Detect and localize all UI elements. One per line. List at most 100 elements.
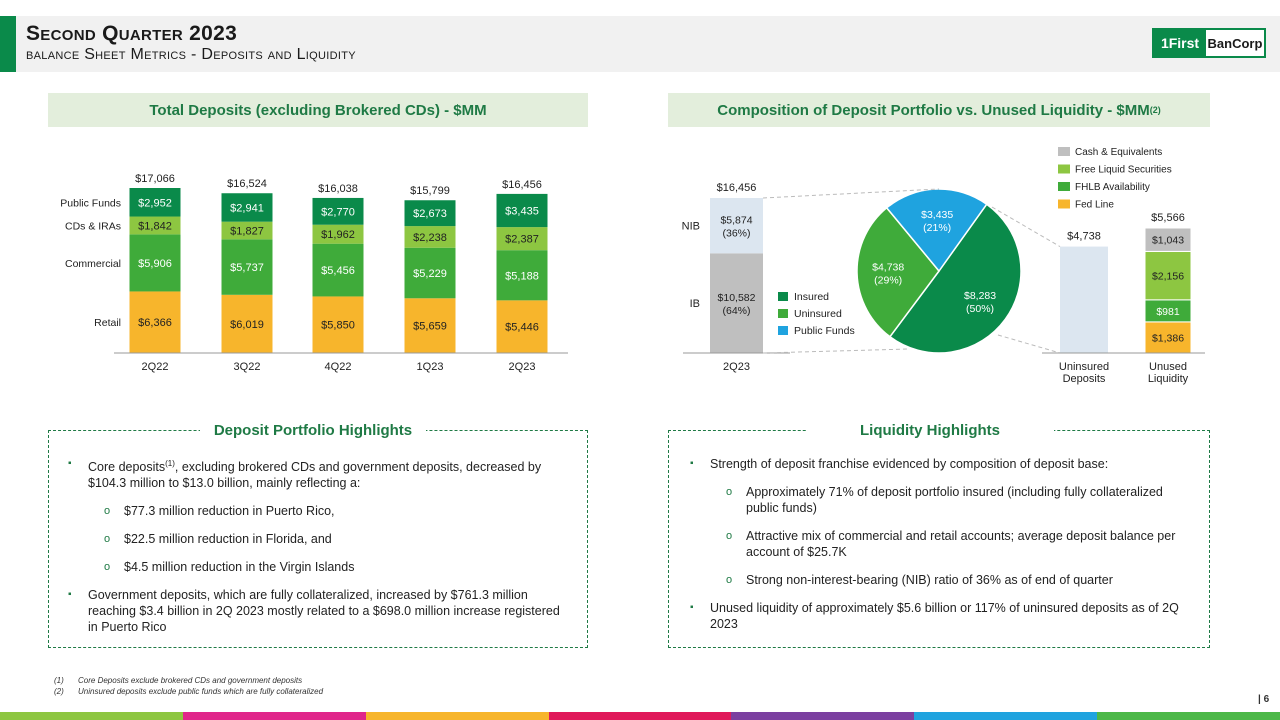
page-number: | 6 xyxy=(1258,694,1270,705)
bar-value-label: $1,842 xyxy=(138,220,172,232)
bar-public-funds-3Q22 xyxy=(221,193,273,222)
bar-commercial-2Q22 xyxy=(129,234,181,292)
series-label: Retail xyxy=(94,317,121,329)
legend-label: Uninsured xyxy=(794,308,842,320)
connector-line xyxy=(762,188,940,199)
connector-line xyxy=(997,334,1061,354)
right-chart-title: Composition of Deposit Portfolio vs. Unu… xyxy=(668,93,1210,127)
bullet-square-icon: ▪ xyxy=(68,458,72,469)
page-subtitle: balance Sheet Metrics - Deposits and Liq… xyxy=(26,46,356,63)
pie-pct-label: (21%) xyxy=(923,222,951,234)
x-tick-label: 2Q23 xyxy=(509,361,536,373)
legend-label: Insured xyxy=(794,291,829,303)
x-tick-label: 4Q22 xyxy=(325,361,352,373)
bullet-square-icon: ▪ xyxy=(68,589,72,601)
bar-pct-label: (36%) xyxy=(722,228,750,240)
pie-value-label: $4,738 xyxy=(872,261,904,273)
bar-value-label: $1,386 xyxy=(1152,332,1184,344)
liquidity-sub-mix: o Attractive mix of commercial and retai… xyxy=(686,528,1192,560)
x-tick-label: Liquidity xyxy=(1148,373,1189,385)
connector-line xyxy=(991,206,1061,248)
connector-line xyxy=(762,348,910,354)
bar-value-label: $2,156 xyxy=(1152,271,1184,283)
series-label: NIB xyxy=(682,221,700,233)
bar-commercial-1Q23 xyxy=(404,247,456,299)
liquidity-bullet-strength: ▪ Strength of deposit franchise evidence… xyxy=(686,456,1192,472)
deposit-bullet-government: ▪ Government deposits, which are fully c… xyxy=(64,587,564,635)
header-accent-bar xyxy=(0,16,16,72)
bar-uninsured-deposits xyxy=(1060,246,1108,353)
legend-swatch xyxy=(778,326,788,335)
bar-public-funds-1Q23 xyxy=(404,200,456,227)
footer-segment-1 xyxy=(182,712,366,720)
pie-slice-public-funds xyxy=(885,188,988,273)
deposit-composition-chart: $10,582(64%) IB $5,874(36%) NIB $16,456 2Q23 $… xyxy=(682,147,1205,385)
sub-text: Strong non-interest-bearing (NIB) ratio … xyxy=(746,573,1113,587)
bullet-circle-icon: o xyxy=(726,486,733,498)
footnotes: (1) Core Deposits exclude brokered CDs an… xyxy=(54,675,323,697)
bullet-square-icon: ▪ xyxy=(690,458,694,469)
legend-label: Public Funds xyxy=(794,325,855,337)
header-band xyxy=(0,16,1280,72)
bar-retail-4Q22 xyxy=(312,296,364,353)
x-tick-label: 2Q23 xyxy=(723,361,750,373)
bullet-text: Core deposits xyxy=(88,460,166,475)
bar-value-label: $2,941 xyxy=(230,202,264,214)
footnote-ref: (1) xyxy=(165,459,175,468)
bar-value-label: $6,366 xyxy=(138,317,172,329)
bar-total-label: $16,524 xyxy=(227,178,267,190)
bar-cds-iras-3Q22 xyxy=(221,221,273,240)
footer-segment-2 xyxy=(365,712,549,720)
deposit-sub-pr: o $77.3 million reduction in Puerto Rico… xyxy=(64,503,564,519)
legend-swatch xyxy=(1058,147,1070,156)
footnote-2: (2) Uninsured deposits exclude public fun… xyxy=(54,686,323,697)
bar-commercial-3Q22 xyxy=(221,239,273,295)
total-deposits-chart: $6,366 $5,906 $1,842 $2,952 $17,066 2Q22 $6,01… xyxy=(60,173,568,373)
sub-text: $77.3 million reduction in Puerto Rico, xyxy=(124,504,335,519)
pie-pct-label: (29%) xyxy=(874,274,902,286)
x-tick-label: Deposits xyxy=(1063,373,1106,385)
bar-commercial-2Q23 xyxy=(496,250,548,301)
page-title: Second Quarter 2023 xyxy=(26,22,238,45)
bullet-circle-icon: o xyxy=(726,530,733,542)
legend-label: Cash & Equivalents xyxy=(1075,147,1162,158)
bar-value-label: $10,582 xyxy=(718,292,756,304)
sub-text: Attractive mix of commercial and retail … xyxy=(746,529,1176,559)
bar-pct-label: (64%) xyxy=(722,305,750,317)
bar-public-funds-2Q22 xyxy=(129,188,181,217)
bar-free-liquid-securities xyxy=(1144,250,1192,301)
pie-slice-uninsured xyxy=(856,206,940,338)
bar-ib xyxy=(710,253,763,353)
logo-text: BanCorp xyxy=(1207,35,1263,51)
bullet-text: , excluding brokered CDs and government … xyxy=(88,460,542,491)
footer-segment-0 xyxy=(0,712,183,720)
bar-cds-iras-1Q23 xyxy=(404,226,456,248)
right-chart-title-sup: (2) xyxy=(1149,105,1161,115)
x-tick-label: 3Q22 xyxy=(234,361,261,373)
bar-value-label: $5,737 xyxy=(230,262,264,274)
bar-public-funds-4Q22 xyxy=(312,197,364,225)
footer-segment-5 xyxy=(914,712,1098,720)
bar-total-label: $5,566 xyxy=(1151,212,1185,224)
bar-value-label: $5,874 xyxy=(720,215,752,227)
pie-slice-insured xyxy=(888,203,1022,354)
legend-label: Fed Line xyxy=(1075,200,1114,211)
right-chart-title-text: Composition of Deposit Portfolio vs. Unu… xyxy=(717,101,1150,119)
bar-value-label: $5,456 xyxy=(321,265,355,277)
bar-value-label: $5,850 xyxy=(321,320,355,332)
bar-cds-iras-2Q22 xyxy=(129,216,181,235)
deposit-bullet-core: ▪ Core deposits(1), excluding brokered C… xyxy=(64,456,564,491)
bar-cash-equivalents xyxy=(1144,227,1192,252)
bar-value-label: $1,962 xyxy=(321,229,355,241)
bar-value-label: $3,435 xyxy=(505,206,539,218)
bar-total-label: $16,456 xyxy=(717,182,757,194)
bar-value-label: $1,043 xyxy=(1152,235,1184,247)
bullet-text: Strength of deposit franchise evidenced … xyxy=(710,457,1109,471)
charts-canvas: $6,366 $5,906 $1,842 $2,952 $17,066 2Q22 $6,01… xyxy=(60,147,1205,385)
bar-value-label: $2,238 xyxy=(413,232,447,244)
deposit-sub-fl: o $22.5 million reduction in Florida, an… xyxy=(64,531,564,547)
bar-value-label: $5,906 xyxy=(138,258,172,270)
bar-total-label: $15,799 xyxy=(410,185,450,197)
bar-value-label: $2,673 xyxy=(413,208,447,220)
sub-text: Approximately 71% of deposit portfolio i… xyxy=(746,485,1163,515)
